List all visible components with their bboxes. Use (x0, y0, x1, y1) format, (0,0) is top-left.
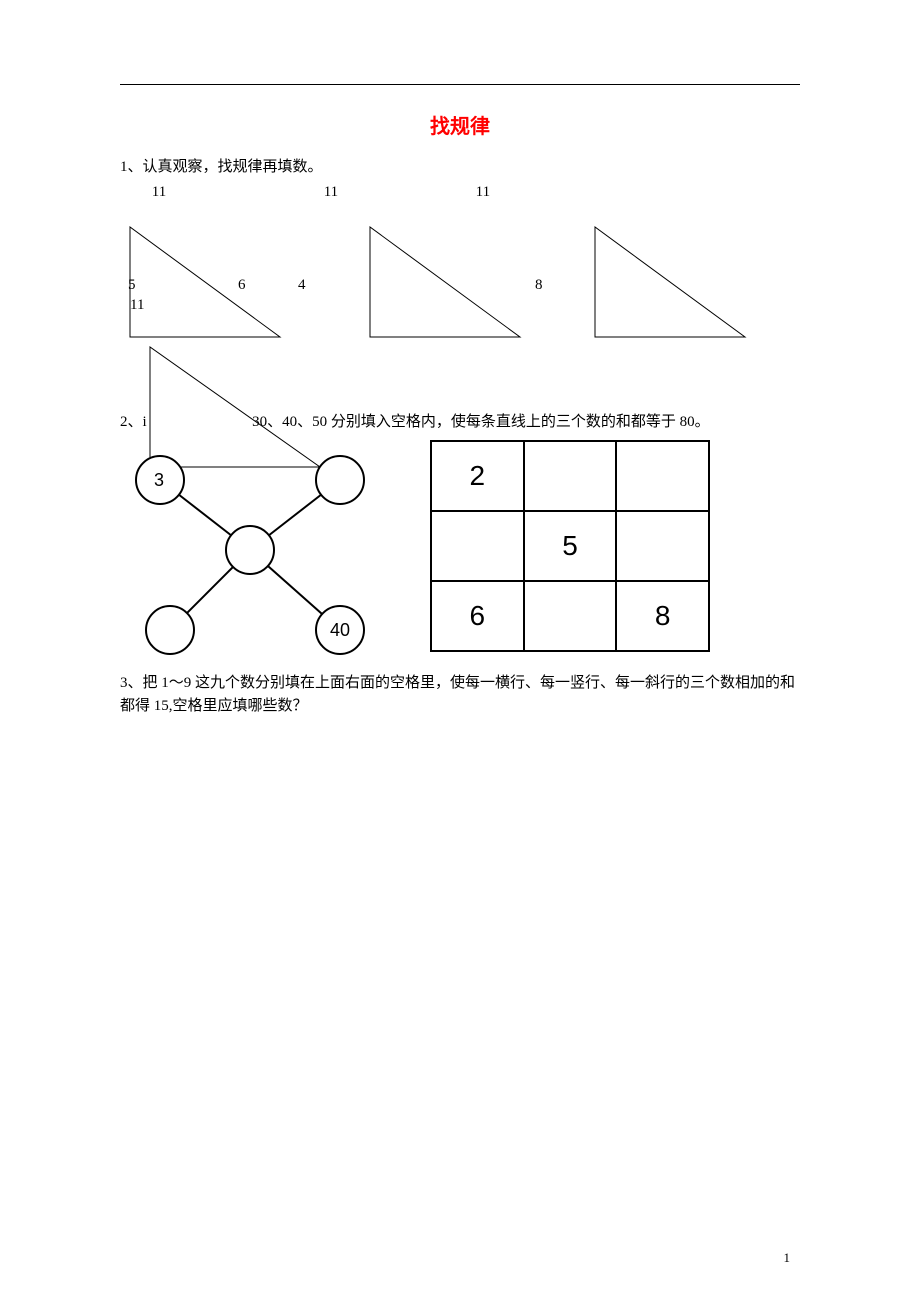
page-number: 1 (784, 1250, 791, 1266)
top-rule (120, 84, 800, 85)
grid-cell: 5 (524, 511, 617, 581)
q1-b-3: 8 (535, 277, 543, 294)
q2-figures: 3 40 2 5 6 8 (120, 440, 726, 675)
q1-c-0: 11 (130, 297, 144, 314)
page-title: 找规律 (120, 110, 800, 139)
q1-a-0: 11 (152, 182, 166, 203)
q1-b-2: 4 (298, 277, 306, 294)
q1-a-1: 11 (324, 182, 338, 203)
q2-grid: 2 5 6 8 (430, 440, 726, 652)
q1-a-2: 11 (476, 182, 490, 203)
q3-text: 3、把 1～9 这九个数分别填在上面右面的空格里，使每一横行、每一竖行、每一斜行… (120, 672, 800, 719)
grid-cell (524, 441, 617, 511)
q1-row-a: 11 11 11 (120, 182, 800, 203)
grid-cell (616, 511, 709, 581)
q2-text: 2、i 30、40、50 分别填入空格内，使每条直线上的三个数的和都等于 80。 (120, 412, 800, 433)
grid-cell (616, 441, 709, 511)
q2-network: 3 40 (120, 440, 420, 675)
svg-text:40: 40 (330, 620, 350, 640)
grid-cell: 2 (431, 441, 524, 511)
grid-cell: 8 (616, 581, 709, 651)
q2-prefix: 2、i (120, 414, 147, 430)
q1-text: 1、认真观察，找规律再填数。 (120, 157, 800, 178)
q1-b-1: 6 (238, 277, 246, 294)
q1-b-0: 5 (128, 277, 136, 294)
grid-cell (524, 581, 617, 651)
svg-text:3: 3 (154, 470, 164, 490)
grid-cell: 6 (431, 581, 524, 651)
grid-cell (431, 511, 524, 581)
page: 找规律 1、认真观察，找规律再填数。 11 11 11 5 6 4 8 11 2… (0, 0, 920, 1302)
q2-rest: 30、40、50 分别填入空格内，使每条直线上的三个数的和都等于 80。 (252, 414, 710, 430)
